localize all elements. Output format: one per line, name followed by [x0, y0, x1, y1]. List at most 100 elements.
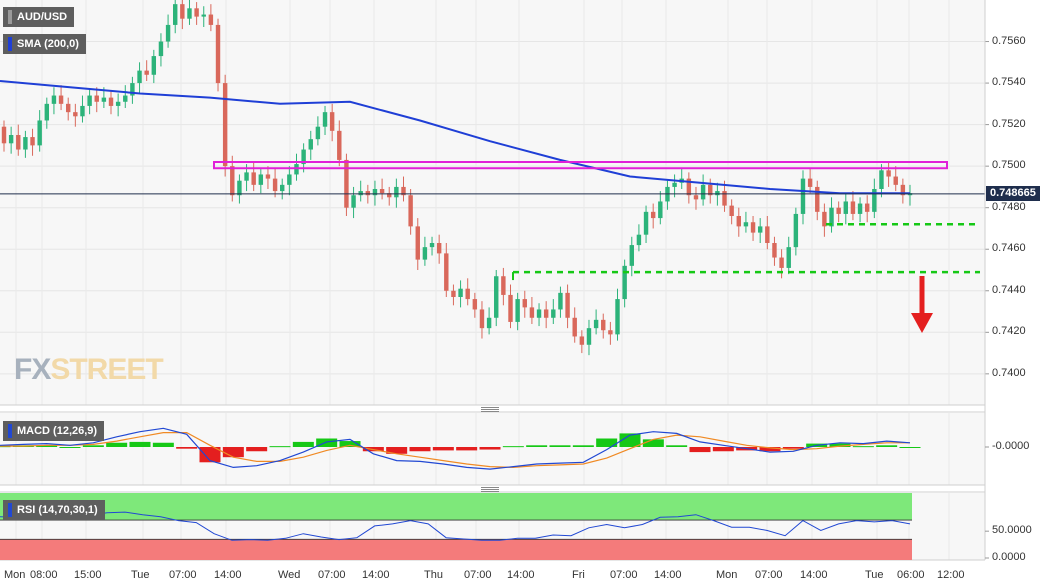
- candle-body: [87, 95, 92, 106]
- candle-body: [237, 180, 242, 196]
- candle-body: [529, 307, 535, 318]
- macd-histogram-bar: [572, 445, 594, 447]
- rsi-label: RSI (14,70,30,1): [17, 504, 98, 516]
- candle-body: [394, 186, 399, 198]
- time-tick-label: 07:00: [755, 569, 783, 581]
- candle-body: [686, 178, 692, 196]
- price-tick-label: 0.7440: [992, 283, 1026, 296]
- candle-body: [615, 299, 620, 335]
- candle-body: [265, 174, 271, 179]
- macd-histogram-bar: [596, 438, 618, 447]
- macd-axis-label: -0.0000: [992, 440, 1030, 452]
- price-tick-label: 0.7540: [992, 76, 1026, 89]
- candle-body: [672, 182, 677, 187]
- time-tick-label: Thu: [424, 569, 443, 581]
- candle-body: [658, 201, 663, 219]
- candle-body: [44, 103, 50, 121]
- macd-resize-handle[interactable]: [481, 407, 499, 412]
- price-panel: [0, 0, 985, 405]
- macd-histogram-bar: [386, 447, 408, 454]
- price-tick-label: 0.7400: [992, 366, 1026, 379]
- candle-body: [543, 309, 549, 318]
- candle-body: [65, 103, 71, 113]
- candle-body: [622, 265, 627, 300]
- macd-histogram-bar: [852, 446, 874, 448]
- candle-body: [815, 186, 820, 212]
- candle-body: [280, 184, 285, 192]
- candle-body: [30, 137, 35, 146]
- candle-body: [379, 189, 385, 194]
- time-tick-label: 12:00: [937, 569, 965, 581]
- candle-body: [358, 191, 363, 196]
- rsi-axis-label-0: 0.0000: [992, 551, 1026, 563]
- macd-histogram-bar: [549, 445, 571, 447]
- candle-body: [222, 83, 228, 167]
- candle-body: [1, 126, 7, 144]
- candle-body: [401, 186, 406, 196]
- macd-histogram-bar: [246, 447, 268, 452]
- candle-body: [757, 226, 763, 233]
- candle-body: [8, 135, 14, 144]
- candle-body: [807, 178, 813, 187]
- candle-body: [408, 195, 413, 227]
- macd-histogram-bar: [176, 447, 198, 449]
- macd-label: MACD (12,26,9): [17, 425, 98, 437]
- macd-histogram-bar: [479, 447, 501, 450]
- candle-body: [494, 276, 499, 318]
- symbol-legend[interactable]: AUD/USD: [3, 7, 75, 27]
- candle-body: [558, 292, 563, 310]
- macd-legend[interactable]: MACD (12,26,9): [3, 421, 105, 441]
- candle-body: [23, 137, 28, 150]
- rsi-legend[interactable]: RSI (14,70,30,1): [3, 500, 105, 520]
- candle-body: [693, 195, 699, 200]
- macd-histogram-bar: [689, 447, 711, 453]
- candle-body: [736, 216, 741, 227]
- candle-body: [151, 56, 157, 75]
- candle-body: [879, 170, 884, 189]
- bearish-arrow-head: [911, 313, 933, 333]
- candle-body: [258, 174, 264, 185]
- candle-body: [365, 191, 371, 196]
- rsi-resize-handle[interactable]: [481, 487, 499, 492]
- sma-legend[interactable]: SMA (200,0): [3, 34, 86, 54]
- candle-body: [108, 97, 114, 106]
- macd-histogram-bar: [666, 445, 688, 447]
- macd-histogram-bar: [409, 447, 431, 452]
- candle-body: [180, 4, 185, 19]
- candle-body: [244, 172, 249, 181]
- time-tick-label: 15:00: [74, 569, 102, 581]
- candle-body: [16, 135, 21, 150]
- candle-body: [458, 288, 463, 297]
- candle-body: [850, 201, 856, 214]
- candle-body: [486, 317, 492, 329]
- candle-body: [351, 195, 356, 208]
- candle-body: [872, 189, 877, 212]
- candle-body: [301, 149, 306, 165]
- macd-histogram-bar: [759, 447, 781, 452]
- candle-body: [201, 14, 206, 17]
- rsi-axis-label-50: 50.0000: [992, 524, 1032, 537]
- macd-histogram-bar: [899, 447, 921, 448]
- candle-body: [708, 184, 713, 196]
- candle-body: [444, 253, 449, 291]
- macd-histogram-bar: [502, 446, 524, 448]
- candle-body: [800, 178, 806, 214]
- candle-body: [829, 207, 834, 227]
- candle-body: [429, 243, 435, 248]
- macd-histogram-bar: [292, 441, 314, 447]
- time-tick-label: 06:00: [897, 569, 925, 581]
- macd-histogram-bar: [129, 441, 151, 447]
- time-tick-label: Tue: [865, 569, 884, 581]
- time-tick-label: 14:00: [800, 569, 828, 581]
- candle-body: [144, 70, 149, 75]
- candle-body: [51, 95, 57, 104]
- candle-body: [779, 257, 784, 268]
- sma-200-line: [0, 80, 910, 195]
- candle-body: [465, 288, 470, 300]
- candle-body: [344, 159, 349, 208]
- macd-histogram-bar: [642, 439, 664, 447]
- macd-histogram-bar: [152, 442, 174, 447]
- macd-histogram-bar: [829, 443, 851, 447]
- time-tick-label: 14:00: [214, 569, 242, 581]
